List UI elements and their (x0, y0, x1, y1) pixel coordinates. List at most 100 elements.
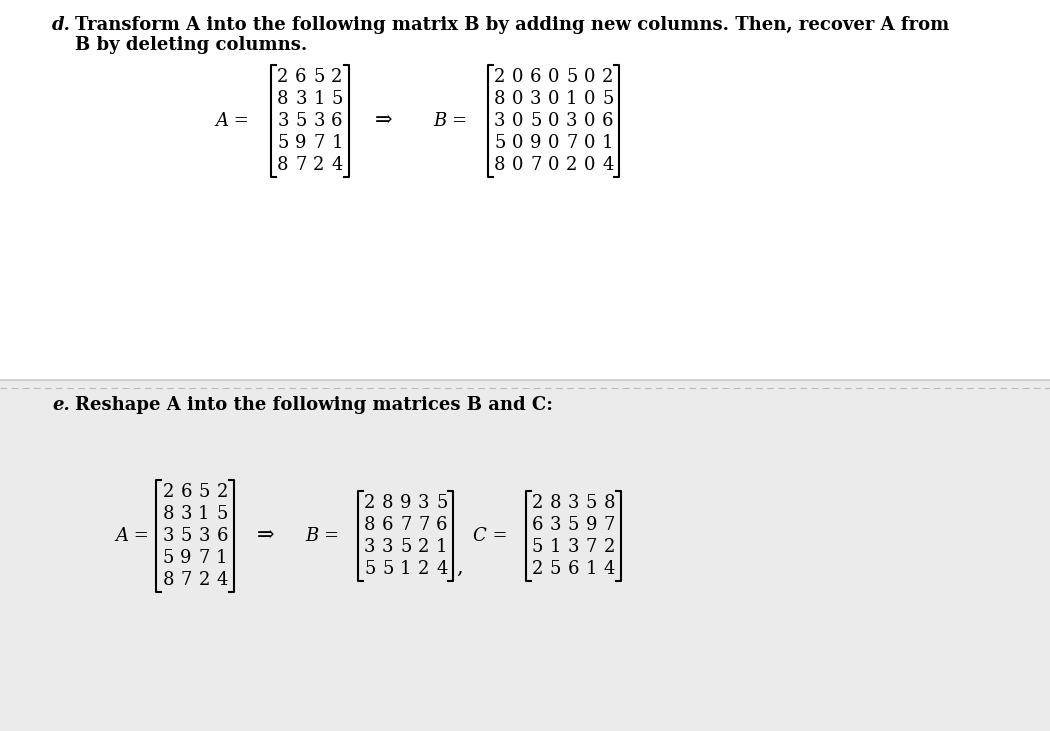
Text: 6: 6 (530, 68, 542, 86)
Text: 7: 7 (418, 516, 429, 534)
Text: 2: 2 (494, 68, 505, 86)
Text: d.: d. (52, 16, 71, 34)
Text: 8: 8 (604, 494, 615, 512)
Text: 2: 2 (313, 156, 324, 174)
Text: 8: 8 (549, 494, 561, 512)
Text: 2: 2 (163, 483, 173, 501)
Text: 0: 0 (548, 68, 560, 86)
Text: ⇒: ⇒ (257, 526, 274, 545)
Text: 3: 3 (295, 90, 307, 108)
Text: 7: 7 (198, 549, 210, 567)
Text: 5: 5 (163, 549, 173, 567)
Text: 8: 8 (163, 505, 173, 523)
Text: 0: 0 (512, 112, 524, 130)
Text: 4: 4 (602, 156, 613, 174)
Text: 7: 7 (313, 134, 324, 152)
Text: 5: 5 (313, 68, 324, 86)
Text: 7: 7 (586, 538, 597, 556)
Text: 6: 6 (568, 560, 580, 578)
Text: 2: 2 (531, 494, 543, 512)
Text: 5: 5 (295, 112, 307, 130)
Text: 2: 2 (198, 571, 210, 589)
Text: 4: 4 (436, 560, 447, 578)
Text: 2: 2 (364, 494, 376, 512)
Text: 5: 5 (566, 68, 578, 86)
Text: 0: 0 (584, 90, 595, 108)
Bar (0, 380, 1050, 731)
Text: 4: 4 (332, 156, 342, 174)
Text: 4: 4 (604, 560, 615, 578)
Text: 5: 5 (586, 494, 597, 512)
Text: e.: e. (52, 396, 69, 414)
Text: 2: 2 (602, 68, 613, 86)
Text: 0: 0 (548, 156, 560, 174)
Text: A =: A = (215, 112, 249, 130)
Text: 7: 7 (295, 156, 307, 174)
Text: 5: 5 (198, 483, 210, 501)
Text: 0: 0 (584, 156, 595, 174)
Text: 3: 3 (313, 112, 324, 130)
Text: 2: 2 (604, 538, 615, 556)
Text: 1: 1 (313, 90, 324, 108)
Text: 8: 8 (277, 90, 289, 108)
Text: 2: 2 (566, 156, 578, 174)
Text: 0: 0 (584, 134, 595, 152)
Text: 1: 1 (400, 560, 412, 578)
Text: 5: 5 (550, 560, 561, 578)
Text: 5: 5 (602, 90, 613, 108)
Text: 9: 9 (181, 549, 192, 567)
Text: 5: 5 (400, 538, 412, 556)
Text: 3: 3 (566, 112, 578, 130)
Bar (0, 0, 1050, 380)
Text: 9: 9 (530, 134, 542, 152)
Text: 0: 0 (512, 156, 524, 174)
Text: 7: 7 (566, 134, 578, 152)
Text: 1: 1 (198, 505, 210, 523)
Text: 5: 5 (436, 494, 447, 512)
Text: 6: 6 (181, 483, 192, 501)
Text: 8: 8 (494, 156, 505, 174)
Text: B =: B = (306, 527, 340, 545)
Text: 3: 3 (163, 527, 173, 545)
Text: 1: 1 (566, 90, 578, 108)
Text: 2: 2 (531, 560, 543, 578)
Text: 9: 9 (400, 494, 412, 512)
Text: 1: 1 (549, 538, 561, 556)
Text: 1: 1 (602, 134, 613, 152)
Text: 0: 0 (512, 90, 524, 108)
Text: 5: 5 (216, 505, 228, 523)
Text: ⇒: ⇒ (375, 112, 393, 131)
Text: 8: 8 (364, 516, 376, 534)
Text: 5: 5 (332, 90, 342, 108)
Text: 0: 0 (584, 112, 595, 130)
Text: 8: 8 (163, 571, 173, 589)
Text: 0: 0 (548, 112, 560, 130)
Text: 6: 6 (216, 527, 228, 545)
Text: 3: 3 (530, 90, 542, 108)
Text: Transform A into the following matrix B by adding new columns. Then, recover A f: Transform A into the following matrix B … (75, 16, 949, 34)
Text: 8: 8 (494, 90, 505, 108)
Text: 3: 3 (568, 494, 580, 512)
Text: 6: 6 (382, 516, 394, 534)
Text: 2: 2 (418, 538, 429, 556)
Text: 5: 5 (568, 516, 580, 534)
Text: B by deleting columns.: B by deleting columns. (75, 36, 308, 54)
Text: 3: 3 (364, 538, 376, 556)
Text: 3: 3 (382, 538, 394, 556)
Text: 6: 6 (602, 112, 613, 130)
Text: 5: 5 (277, 134, 289, 152)
Text: 3: 3 (181, 505, 192, 523)
Text: C =: C = (474, 527, 508, 545)
Text: 5: 5 (382, 560, 394, 578)
Text: 6: 6 (295, 68, 307, 86)
Text: 3: 3 (198, 527, 210, 545)
Text: 2: 2 (277, 68, 289, 86)
Text: 4: 4 (216, 571, 228, 589)
Text: 7: 7 (181, 571, 192, 589)
Text: 9: 9 (295, 134, 307, 152)
Text: 7: 7 (530, 156, 542, 174)
Text: 7: 7 (604, 516, 615, 534)
Text: 1: 1 (586, 560, 597, 578)
Text: 5: 5 (530, 112, 542, 130)
Text: 0: 0 (512, 134, 524, 152)
